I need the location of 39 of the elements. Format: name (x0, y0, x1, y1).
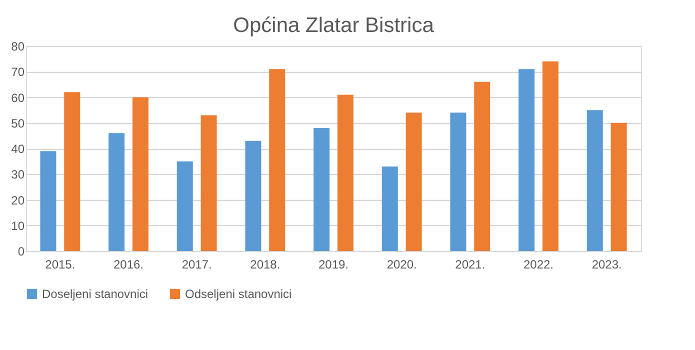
bar (406, 112, 422, 251)
bar (269, 69, 286, 251)
y-tick-label: 20 (11, 193, 25, 208)
x-tick-label: 2017. (182, 258, 212, 272)
x-tick-label: 2022. (523, 258, 554, 272)
x-tick-label: 2016. (113, 258, 144, 272)
legend-label: Odseljeni stanovnici (185, 287, 292, 301)
bar (40, 151, 56, 251)
x-tick-label: 2018. (250, 258, 280, 272)
bar (586, 110, 603, 251)
x-tick-label: 2019. (318, 258, 349, 272)
bar (337, 94, 354, 251)
chart-title: Općina Zlatar Bistrica (233, 14, 434, 37)
bar (610, 122, 627, 251)
x-tick-label: 2020. (386, 258, 417, 272)
y-tick-label: 0 (18, 244, 25, 258)
y-tick-label: 60 (11, 90, 25, 105)
x-tick-label: 2015. (45, 258, 76, 272)
bar (450, 112, 466, 251)
bar (314, 128, 330, 251)
bar (245, 140, 262, 251)
bar (132, 97, 148, 251)
bar (64, 92, 80, 251)
y-tick-label: 30 (11, 168, 25, 182)
bar (518, 69, 535, 251)
bar (200, 115, 217, 251)
bar (542, 61, 558, 251)
y-tick-label: 10 (11, 218, 25, 233)
legend-label: Doseljeni stanovnici (42, 287, 148, 301)
y-tick-label: 80 (11, 40, 25, 54)
y-tick-label: 70 (11, 65, 25, 80)
bar (108, 133, 125, 251)
x-tick-label: 2023. (592, 258, 622, 272)
y-tick-label: 50 (11, 116, 25, 130)
bar (474, 82, 490, 251)
x-tick-label: 2021. (455, 258, 486, 272)
bar (176, 161, 193, 251)
y-tick-label: 40 (11, 142, 25, 156)
bar (382, 166, 398, 251)
